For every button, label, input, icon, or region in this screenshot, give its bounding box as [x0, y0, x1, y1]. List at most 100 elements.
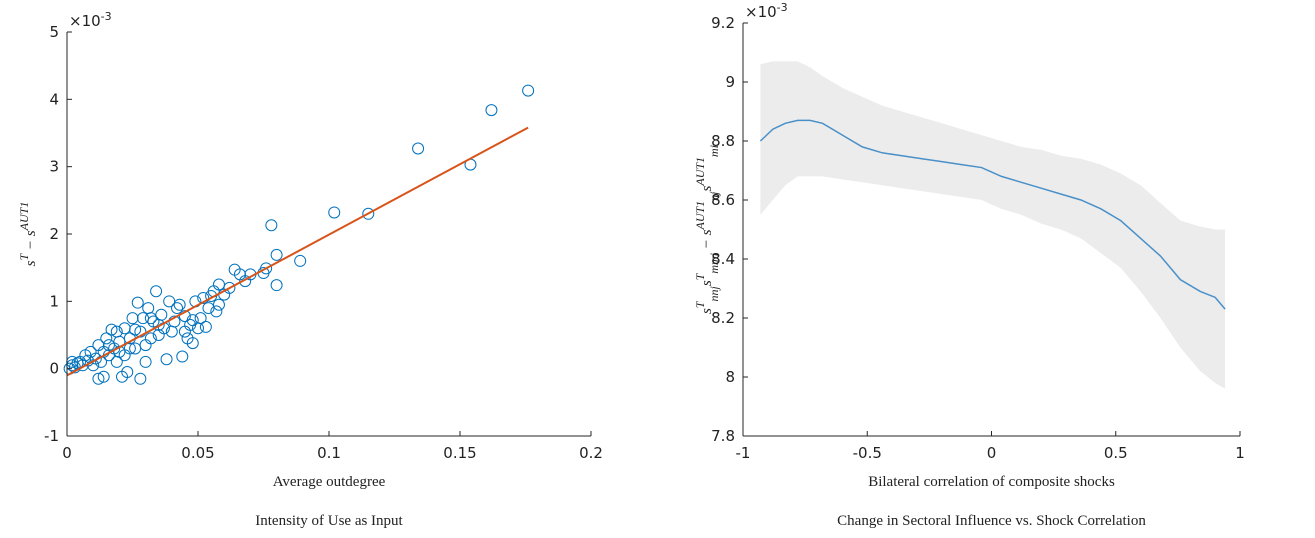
scatter-point: [116, 370, 129, 383]
scatter-point: [152, 329, 165, 341]
scatter-point: [178, 310, 191, 323]
x-tick-label: 0.2: [579, 444, 603, 462]
y-label-part: mmi: [707, 253, 721, 274]
scatter-point: [150, 285, 163, 298]
y-label-part: − s: [23, 230, 39, 254]
y-axis-label: sTnnjsTmmi − sAUT1njsAUT1mi: [693, 145, 721, 314]
scatter-point: [165, 325, 178, 338]
x-axis-label: Average outdegree: [273, 474, 386, 490]
multiplier-exponent: -3: [777, 1, 788, 14]
scatter-point: [163, 295, 176, 308]
y-tick-label: 0: [49, 360, 59, 378]
scatter-point: [522, 84, 535, 97]
y-tick-label: -1: [44, 427, 59, 445]
chart-caption: Change in Sectoral Influence vs. Shock C…: [837, 513, 1146, 529]
scatter-point: [160, 353, 173, 366]
scatter-point: [139, 339, 152, 352]
y-tick-label: 7.8: [711, 427, 735, 445]
y-label-part: nj: [707, 191, 721, 201]
scatter-point: [126, 312, 139, 325]
multiplier-exponent: -3: [101, 10, 112, 23]
scatter-point: [155, 308, 168, 321]
x-tick-label: 0.05: [181, 444, 214, 462]
scatter-point: [265, 219, 278, 232]
scatter-point: [270, 279, 283, 292]
y-label-part: AUT1: [693, 157, 707, 187]
scatter-point: [110, 325, 123, 338]
y-tick-label: 8.4: [711, 250, 735, 268]
y-label-part: T: [17, 252, 31, 260]
x-tick-label: 0.1: [317, 444, 341, 462]
scatter-point: [131, 296, 144, 309]
x-tick-label: 0.15: [443, 444, 476, 462]
y-label-part: mi: [707, 145, 721, 157]
scatter-point: [270, 248, 283, 261]
axis-multiplier: ×10-3: [69, 10, 112, 31]
y-label-part: s: [23, 260, 39, 266]
y-label-part: s: [699, 185, 715, 191]
scatter-point: [173, 298, 186, 311]
scatter-point: [105, 323, 118, 336]
scatter-point: [212, 298, 225, 311]
chart-caption: Intensity of Use as Input: [255, 513, 403, 529]
scatter-point: [92, 339, 105, 352]
scatter-point: [171, 302, 184, 315]
scatter-point: [181, 332, 194, 345]
x-tick-label: -1: [736, 444, 751, 462]
confidence-band: [760, 61, 1226, 389]
scatter-point: [294, 254, 307, 267]
scatter-point: [110, 355, 123, 368]
scatter-point: [134, 325, 147, 338]
scatter-point: [123, 342, 136, 355]
y-label-part: s: [699, 308, 715, 314]
y-tick-label: 8.6: [711, 191, 735, 209]
y-label-part: AUT1: [693, 201, 707, 231]
scatter-point: [178, 325, 191, 338]
multiplier-base: ×10: [745, 3, 777, 21]
scatter-point: [129, 323, 142, 336]
y-label-part: T: [693, 272, 707, 280]
scatter-point: [199, 320, 212, 333]
scatter-point: [176, 350, 189, 363]
y-tick-label: 3: [49, 158, 59, 176]
scatter-point: [202, 302, 215, 315]
scatter-point: [134, 372, 147, 385]
y-tick-label: 2: [49, 225, 59, 243]
scatter-point: [139, 355, 152, 368]
y-label-part: nnj: [707, 286, 721, 302]
scatter-point: [186, 314, 199, 327]
y-tick-label: 8.2: [711, 309, 735, 327]
scatter-point: [197, 291, 210, 304]
scatter-point: [152, 318, 165, 331]
multiplier-base: ×10: [69, 12, 101, 30]
data-line: [759, 119, 1226, 310]
scatter-point: [97, 370, 110, 383]
x-tick-label: 0: [987, 444, 997, 462]
scatter-point: [328, 206, 341, 219]
y-label-part: s: [699, 280, 715, 286]
y-tick-label: 8: [725, 368, 735, 386]
y-tick-label: 9: [725, 73, 735, 91]
y-tick-label: 9.2: [711, 14, 735, 32]
axis-multiplier: ×10-3: [745, 1, 788, 22]
fit-line: [66, 126, 529, 377]
x-tick-label: 0: [62, 444, 72, 462]
scatter-point: [144, 312, 157, 325]
x-axis-label: Bilateral correlation of composite shock…: [868, 474, 1115, 490]
y-label-part: − s: [699, 229, 715, 253]
x-tick-label: 0.5: [1104, 444, 1128, 462]
y-label-part: AUT1: [17, 202, 31, 232]
scatter-point: [92, 372, 105, 385]
x-tick-label: -0.5: [853, 444, 882, 462]
scatter-point: [142, 302, 155, 315]
scatter-point: [485, 104, 498, 117]
y-tick-label: 5: [49, 23, 59, 41]
scatter-point: [100, 332, 113, 345]
scatter-point: [210, 305, 223, 318]
scatter-point: [129, 342, 142, 355]
y-tick-label: 1: [49, 292, 59, 310]
scatter-point: [362, 207, 375, 220]
scatter-point: [76, 359, 89, 372]
scatter-point: [136, 312, 149, 325]
